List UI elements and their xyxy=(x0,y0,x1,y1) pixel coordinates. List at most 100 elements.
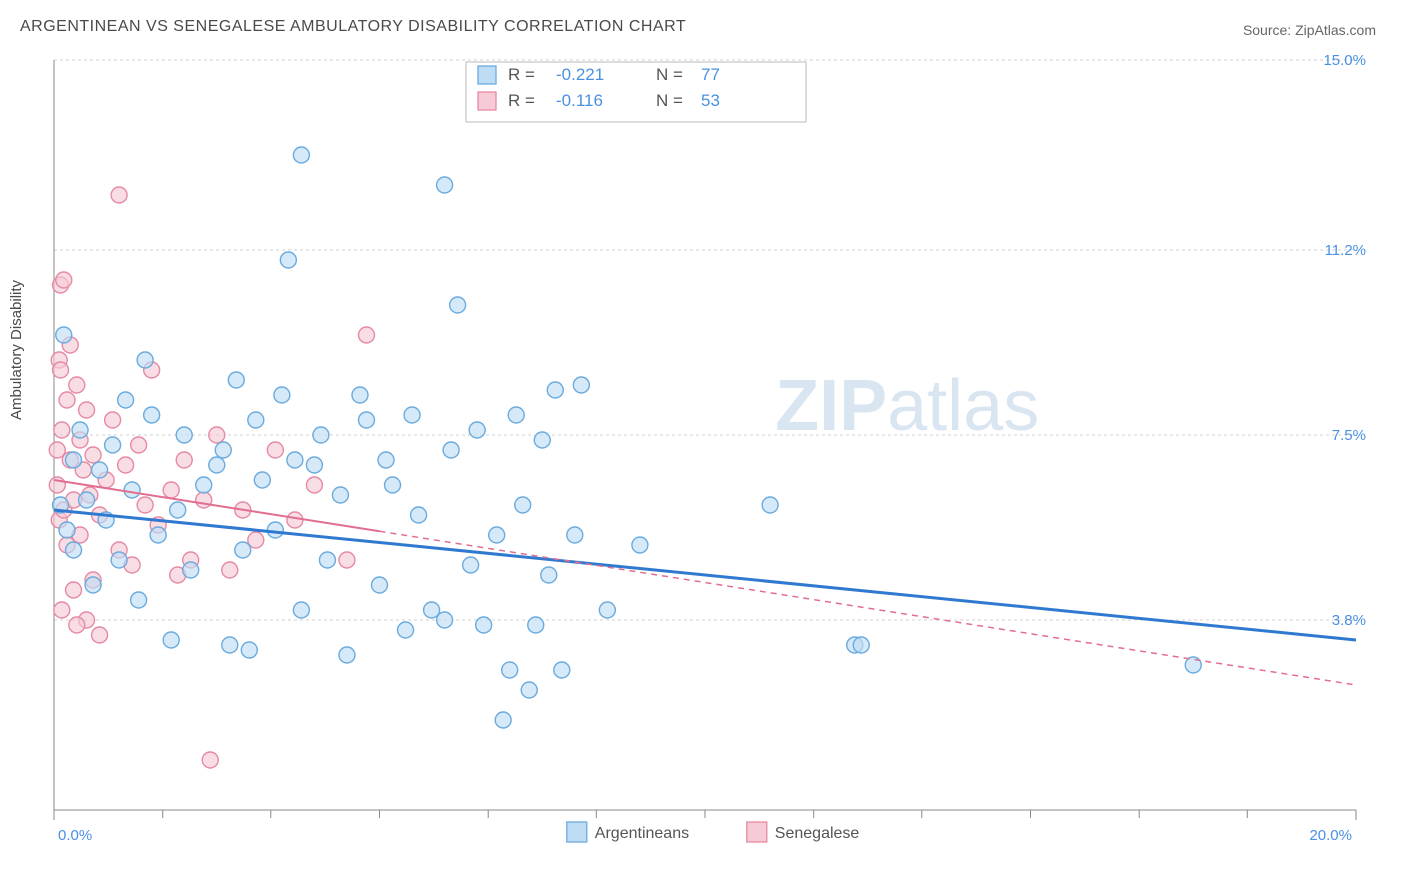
data-point xyxy=(411,507,427,523)
data-point xyxy=(306,477,322,493)
trendline-senegalese-dash xyxy=(380,531,1357,685)
data-point xyxy=(267,442,283,458)
chart-title: ARGENTINEAN VS SENEGALESE AMBULATORY DIS… xyxy=(20,18,686,36)
data-point xyxy=(476,617,492,633)
data-point xyxy=(254,472,270,488)
legend-swatch xyxy=(478,92,496,110)
data-point xyxy=(222,637,238,653)
data-point xyxy=(144,407,160,423)
data-point xyxy=(79,402,95,418)
data-point xyxy=(111,552,127,568)
data-point xyxy=(69,377,85,393)
y-axis-label: Ambulatory Disability xyxy=(8,280,25,420)
y-tick-label: 3.8% xyxy=(1332,612,1366,629)
data-point xyxy=(358,412,374,428)
legend-n-label: N = xyxy=(656,65,683,84)
y-tick-label: 11.2% xyxy=(1325,242,1366,259)
data-point xyxy=(54,422,70,438)
data-point xyxy=(54,602,70,618)
data-point xyxy=(489,527,505,543)
data-point xyxy=(339,552,355,568)
data-point xyxy=(92,462,108,478)
legend-n-label: N = xyxy=(656,91,683,110)
data-point xyxy=(111,187,127,203)
data-point xyxy=(762,497,778,513)
legend-n-value: 77 xyxy=(701,65,720,84)
data-point xyxy=(222,562,238,578)
legend-r-label: R = xyxy=(508,65,535,84)
y-tick-label: 15.0% xyxy=(1323,52,1366,69)
data-point xyxy=(59,522,75,538)
legend-r-value: -0.221 xyxy=(556,65,604,84)
data-point xyxy=(437,177,453,193)
data-point xyxy=(196,492,212,508)
data-point xyxy=(56,327,72,343)
data-point xyxy=(131,437,147,453)
data-point xyxy=(332,487,348,503)
data-point xyxy=(306,457,322,473)
data-point xyxy=(105,412,121,428)
data-point xyxy=(69,617,85,633)
watermark: ZIPatlas xyxy=(775,366,1039,446)
data-point xyxy=(398,622,414,638)
data-point xyxy=(339,647,355,663)
data-point xyxy=(599,602,615,618)
data-point xyxy=(92,627,108,643)
bottom-legend-label: Argentineans xyxy=(595,825,689,842)
data-point xyxy=(163,482,179,498)
data-point xyxy=(209,427,225,443)
data-point xyxy=(85,447,101,463)
data-point xyxy=(528,617,544,633)
data-point xyxy=(241,642,257,658)
data-point xyxy=(137,497,153,513)
data-point xyxy=(66,582,82,598)
data-point xyxy=(209,457,225,473)
data-point xyxy=(53,362,69,378)
source-label: Source: ZipAtlas.com xyxy=(1243,22,1376,38)
data-point xyxy=(521,682,537,698)
data-point xyxy=(404,407,420,423)
data-point xyxy=(118,392,134,408)
data-point xyxy=(228,372,244,388)
data-point xyxy=(274,387,290,403)
data-point xyxy=(378,452,394,468)
data-point xyxy=(124,482,140,498)
data-point xyxy=(293,602,309,618)
data-point xyxy=(313,427,329,443)
data-point xyxy=(372,577,388,593)
data-point xyxy=(495,712,511,728)
legend-swatch xyxy=(478,66,496,84)
data-point xyxy=(105,437,121,453)
data-point xyxy=(352,387,368,403)
data-point xyxy=(534,432,550,448)
data-point xyxy=(215,442,231,458)
scatter-chart: 3.8%7.5%11.2%15.0%ZIPatlas0.0%20.0%R = -… xyxy=(46,50,1376,850)
bottom-legend-swatch xyxy=(567,822,587,842)
data-point xyxy=(170,502,186,518)
data-point xyxy=(469,422,485,438)
data-point xyxy=(547,382,563,398)
chart-container: 3.8%7.5%11.2%15.0%ZIPatlas0.0%20.0%R = -… xyxy=(46,50,1376,820)
data-point xyxy=(280,252,296,268)
data-point xyxy=(567,527,583,543)
bottom-legend-label: Senegalese xyxy=(775,825,860,842)
data-point xyxy=(131,592,147,608)
data-point xyxy=(163,632,179,648)
data-point xyxy=(49,477,65,493)
data-point xyxy=(632,537,648,553)
bottom-legend-swatch xyxy=(747,822,767,842)
data-point xyxy=(72,422,88,438)
data-point xyxy=(287,512,303,528)
data-point xyxy=(541,567,557,583)
data-point xyxy=(319,552,335,568)
data-point xyxy=(573,377,589,393)
data-point xyxy=(150,527,166,543)
y-tick-label: 7.5% xyxy=(1332,427,1366,444)
source-link[interactable]: ZipAtlas.com xyxy=(1295,22,1376,38)
data-point xyxy=(66,452,82,468)
data-point xyxy=(293,147,309,163)
data-point xyxy=(248,412,264,428)
data-point xyxy=(56,272,72,288)
data-point xyxy=(183,562,199,578)
legend-n-value: 53 xyxy=(701,91,720,110)
